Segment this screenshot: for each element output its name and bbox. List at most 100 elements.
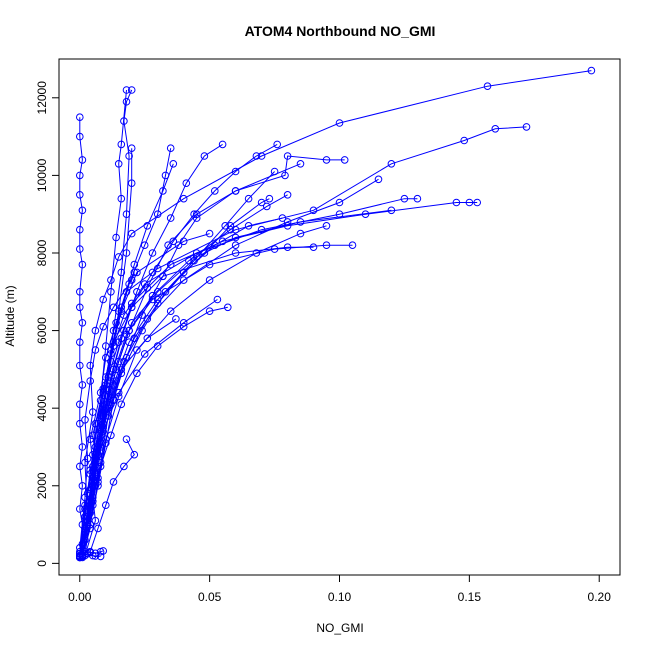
data-point <box>400 194 409 203</box>
data-point <box>374 175 383 184</box>
data-point <box>133 288 141 296</box>
data-point <box>348 241 357 249</box>
data-point <box>76 225 84 234</box>
data-point <box>89 497 97 506</box>
data-point <box>78 206 87 215</box>
data-point <box>179 268 188 277</box>
data-point <box>322 156 331 164</box>
data-point <box>91 443 100 451</box>
data-point <box>78 443 87 451</box>
data-point <box>91 549 100 558</box>
data-point <box>231 167 240 176</box>
data-point <box>86 377 94 385</box>
data-point <box>153 210 162 218</box>
series-line <box>84 244 353 556</box>
data-point <box>76 303 84 312</box>
data-point <box>99 427 107 436</box>
data-point <box>76 400 84 409</box>
data-point <box>94 443 102 451</box>
data-point <box>283 243 292 251</box>
data-point <box>76 132 84 141</box>
data-point <box>114 338 123 347</box>
series-line <box>79 117 83 558</box>
data-point <box>283 152 292 160</box>
data-point <box>190 210 198 218</box>
data-point <box>125 280 133 288</box>
data-point <box>104 404 113 413</box>
data-point <box>91 516 100 525</box>
data-point <box>76 171 84 180</box>
data-point <box>112 233 120 242</box>
data-point <box>130 260 139 269</box>
data-point <box>78 156 87 164</box>
data-point <box>218 140 227 149</box>
data-point <box>127 303 136 312</box>
data-point <box>252 249 261 257</box>
x-tick-label: 0.00 <box>68 590 92 604</box>
series-line <box>81 70 592 558</box>
data-point <box>211 241 219 249</box>
data-point <box>185 256 193 265</box>
data-point <box>107 357 115 366</box>
data-point <box>483 82 492 90</box>
data-point <box>309 206 318 215</box>
data-point <box>76 361 84 370</box>
data-point <box>161 171 170 180</box>
data-point <box>263 202 271 211</box>
data-point <box>231 233 240 242</box>
data-point <box>296 229 305 238</box>
data-point <box>102 373 110 381</box>
data-point <box>179 194 188 203</box>
data-point <box>491 125 500 133</box>
data-point <box>109 326 118 335</box>
data-point <box>283 218 292 226</box>
data-point <box>252 152 261 160</box>
data-point <box>117 268 126 277</box>
data-point <box>122 435 131 444</box>
data-point <box>78 260 87 269</box>
y-tick-label: 12000 <box>35 81 49 115</box>
chart-title: ATOM4 Northbound NO_GMI <box>245 23 436 39</box>
series-line <box>81 198 270 556</box>
data-point <box>94 419 102 428</box>
data-point <box>76 419 84 428</box>
data-point <box>140 280 149 288</box>
data-point <box>89 482 97 490</box>
data-point <box>148 249 157 257</box>
x-tick-label: 0.20 <box>588 590 612 604</box>
data-point <box>107 288 115 296</box>
y-tick-label: 2000 <box>35 472 49 499</box>
data-point <box>283 191 292 199</box>
data-point <box>148 268 157 277</box>
data-point <box>120 462 128 471</box>
data-point <box>114 160 123 168</box>
data-point <box>89 450 97 459</box>
data-point <box>221 222 229 230</box>
data-series <box>81 315 180 537</box>
data-point <box>91 419 100 428</box>
data-series <box>78 152 349 560</box>
data-point <box>81 547 89 556</box>
data-point <box>281 171 289 180</box>
data-point <box>91 326 100 335</box>
data-point <box>99 547 107 555</box>
data-series <box>76 113 87 562</box>
data-point <box>122 353 131 362</box>
series-line <box>81 89 133 556</box>
series-line <box>81 194 288 556</box>
data-point <box>76 544 84 552</box>
data-point <box>231 241 240 249</box>
data-point <box>117 400 126 409</box>
data-point <box>143 284 152 292</box>
data-point <box>81 493 89 502</box>
data-point <box>76 113 84 121</box>
data-point <box>81 416 89 424</box>
y-tick-label: 8000 <box>35 239 49 266</box>
data-point <box>244 222 253 230</box>
data-point <box>102 385 110 393</box>
data-point <box>161 288 170 296</box>
data-point <box>122 210 131 218</box>
data-point <box>335 198 344 207</box>
plot-frame <box>58 58 621 576</box>
data-point <box>143 334 152 343</box>
